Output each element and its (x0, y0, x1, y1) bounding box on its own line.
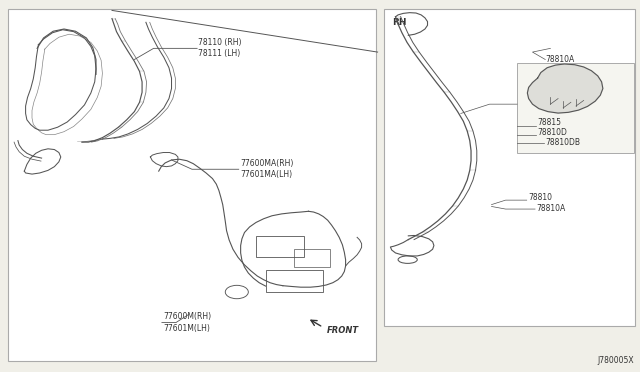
Text: 78810D: 78810D (538, 128, 568, 137)
Text: 78111 (LH): 78111 (LH) (198, 49, 241, 58)
Text: 77600M(RH): 77600M(RH) (163, 312, 211, 321)
Text: 77601M(LH): 77601M(LH) (163, 324, 210, 333)
Text: 78815: 78815 (538, 118, 562, 127)
Text: J780005X: J780005X (597, 356, 634, 365)
Text: 77601MA(LH): 77601MA(LH) (240, 170, 292, 179)
Bar (8, 9, 376, 361)
Text: 78110 (RH): 78110 (RH) (198, 38, 242, 47)
Text: 78810: 78810 (528, 193, 552, 202)
Bar (266, 270, 323, 292)
Text: 77600MA(RH): 77600MA(RH) (240, 159, 293, 168)
Bar (517, 63, 634, 153)
Bar (384, 9, 635, 326)
Polygon shape (527, 64, 603, 113)
Bar (294, 249, 330, 267)
Text: 78810A: 78810A (545, 55, 575, 64)
Text: RH: RH (392, 18, 406, 27)
Text: 78810DB: 78810DB (545, 138, 580, 147)
Bar (256, 236, 304, 257)
Text: FRONT: FRONT (326, 326, 358, 335)
Text: 78810A: 78810A (536, 204, 566, 213)
